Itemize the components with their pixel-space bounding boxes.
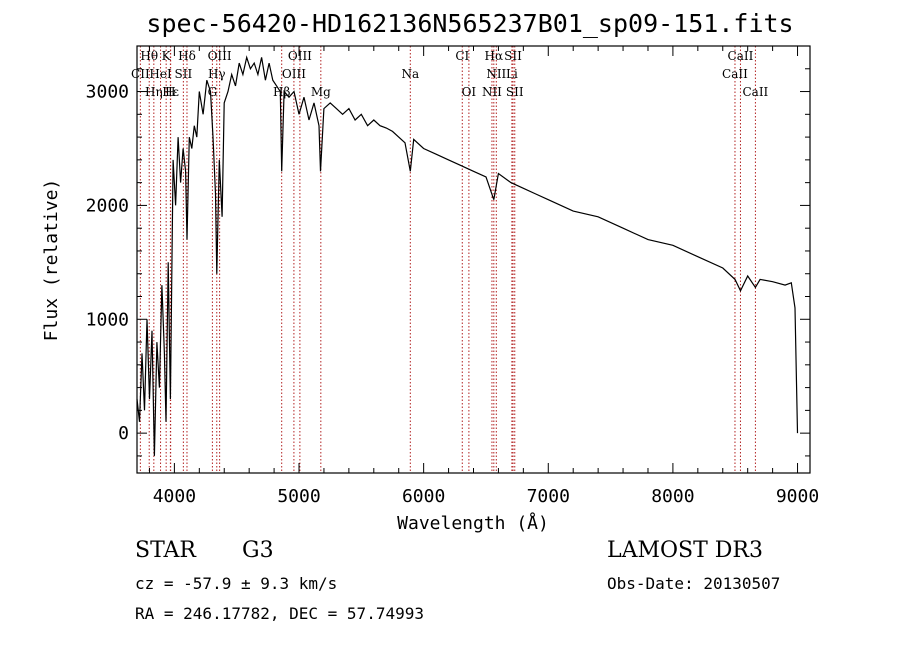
line-marker-label: SII xyxy=(175,67,193,81)
line-marker-label: OIII xyxy=(208,49,232,63)
line-marker-label: Mg xyxy=(311,85,331,99)
x-tick-label: 9000 xyxy=(776,486,819,507)
line-marker-label: Hβ xyxy=(273,85,290,99)
y-axis-ticks: 0 1000 2000 3000 xyxy=(86,68,810,457)
line-marker-label: Hα xyxy=(485,49,504,63)
x-axis-label: Wavelength (Å) xyxy=(397,512,549,534)
y-tick-label: 1000 xyxy=(86,309,129,330)
line-marker-label: Hη xyxy=(145,85,163,99)
spectral-subclass: G3 xyxy=(242,538,274,563)
line-marker-label: OIII xyxy=(288,49,312,63)
x-tick-label: 5000 xyxy=(277,486,320,507)
line-marker-label: CaII xyxy=(728,49,754,63)
chart-title: spec-56420-HD162136N565237B01_sp09-151.f… xyxy=(146,9,793,38)
x-tick-label: 4000 xyxy=(153,486,196,507)
line-marker-label: Hγ xyxy=(208,67,226,81)
line-marker-label: CaII xyxy=(742,85,768,99)
x-tick-label: 7000 xyxy=(527,486,570,507)
line-marker-label: Hδ xyxy=(178,49,196,63)
survey-name: LAMOST DR3 xyxy=(607,538,763,563)
observation-date: Obs-Date: 20130507 xyxy=(607,574,781,593)
line-marker-label: SII xyxy=(504,49,522,63)
y-tick-label: 0 xyxy=(118,423,129,444)
line-marker-label: HeI xyxy=(149,67,172,81)
line-markers xyxy=(139,46,756,473)
plot-frame xyxy=(136,45,811,474)
line-marker-label: CII xyxy=(131,67,150,81)
flux-series-line xyxy=(136,55,799,456)
line-marker-label: K xyxy=(162,49,172,63)
object-class: STAR xyxy=(135,538,196,563)
line-marker-label: NII xyxy=(486,67,506,81)
line-marker-label: Hε xyxy=(162,85,179,99)
line-marker-label: SII xyxy=(506,85,524,99)
line-marker-label: Li xyxy=(506,67,518,81)
line-marker-label: CaII xyxy=(722,67,748,81)
x-axis-ticks: 4000 5000 6000 7000 8000 9000 xyxy=(148,46,819,507)
line-marker-label: G xyxy=(208,85,218,99)
line-marker-label: CI xyxy=(455,49,469,63)
line-marker-label: OI xyxy=(462,85,477,99)
y-tick-label: 2000 xyxy=(86,195,129,216)
line-marker-label: Na xyxy=(401,67,419,81)
line-marker-label: Hθ xyxy=(140,49,158,63)
x-tick-label: 8000 xyxy=(651,486,694,507)
coordinates: RA = 246.17782, DEC = 57.74993 xyxy=(135,604,424,623)
y-axis-label: Flux (relative) xyxy=(41,179,62,342)
y-tick-label: 3000 xyxy=(86,82,129,103)
x-tick-label: 6000 xyxy=(402,486,445,507)
line-marker-label: H xyxy=(165,85,175,99)
line-marker-label: NII xyxy=(482,85,502,99)
line-marker-label: OIII xyxy=(282,67,306,81)
redshift-value: cz = -57.9 ± 9.3 km/s xyxy=(135,574,338,593)
